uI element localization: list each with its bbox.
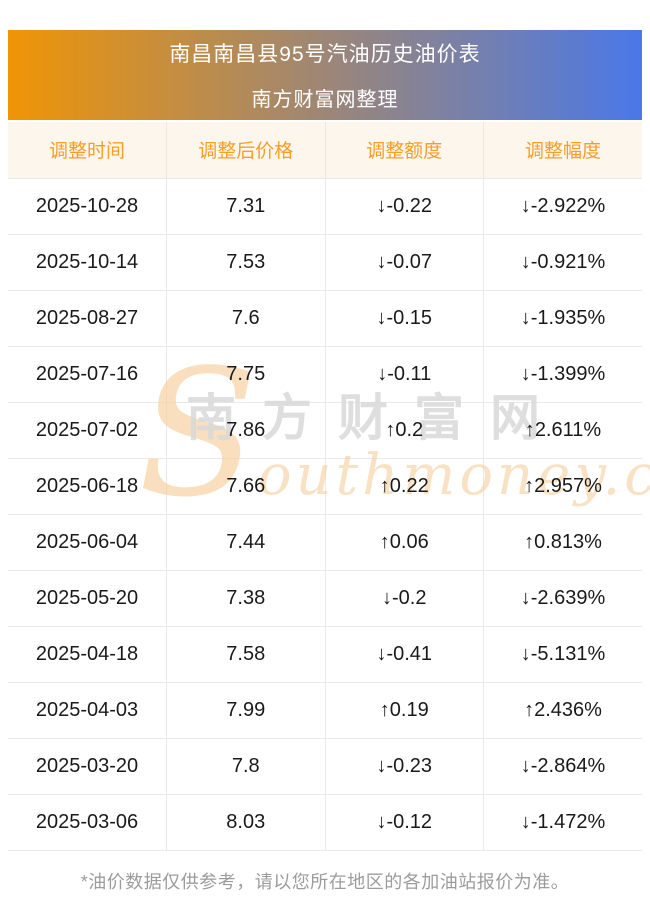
column-header-change: 调整额度 [325, 122, 484, 179]
page-title: 南昌南昌县95号汽油历史油价表 [169, 43, 481, 66]
price-cell: 7.99 [166, 682, 326, 739]
change-pct-cell: ↓-1.472% [483, 794, 642, 851]
price-cell: 7.6 [166, 290, 326, 347]
table-row: 2025-10-14 7.53 ↓-0.07 ↓-0.921% [8, 234, 642, 291]
change-pct-cell: ↓-2.639% [483, 570, 642, 627]
price-cell: 8.03 [166, 794, 326, 851]
table-row: 2025-10-28 7.31 ↓-0.22 ↓-2.922% [8, 178, 642, 235]
change-pct-cell: ↓-1.399% [483, 346, 642, 403]
price-cell: 7.44 [166, 514, 326, 571]
price-cell: 7.66 [166, 458, 326, 515]
price-cell: 7.8 [166, 738, 326, 795]
date-cell: 2025-10-28 [8, 178, 167, 235]
date-cell: 2025-04-18 [8, 626, 167, 683]
change-cell: ↑0.19 [325, 682, 484, 739]
change-cell: ↓-0.11 [325, 346, 484, 403]
column-header-price: 调整后价格 [166, 122, 326, 179]
date-cell: 2025-07-16 [8, 346, 167, 403]
table-row: 2025-04-03 7.99 ↑0.19 ↑2.436% [8, 682, 642, 739]
price-cell: 7.53 [166, 234, 326, 291]
column-header-date: 调整时间 [8, 122, 167, 179]
change-cell: ↓-0.2 [325, 570, 484, 627]
price-cell: 7.75 [166, 346, 326, 403]
change-cell: ↓-0.15 [325, 290, 484, 347]
price-cell: 7.31 [166, 178, 326, 235]
table-row: 2025-07-02 7.86 ↑0.2 ↑2.611% [8, 402, 642, 459]
table-row: 2025-04-18 7.58 ↓-0.41 ↓-5.131% [8, 626, 642, 683]
date-cell: 2025-07-02 [8, 402, 167, 459]
change-pct-cell: ↑2.957% [483, 458, 642, 515]
date-cell: 2025-06-18 [8, 458, 167, 515]
table-row: 2025-05-20 7.38 ↓-0.2 ↓-2.639% [8, 570, 642, 627]
price-cell: 7.38 [166, 570, 326, 627]
date-cell: 2025-06-04 [8, 514, 167, 571]
date-cell: 2025-04-03 [8, 682, 167, 739]
price-cell: 7.86 [166, 402, 326, 459]
table-row: 2025-03-06 8.03 ↓-0.12 ↓-1.472% [8, 794, 642, 851]
table-row: 2025-06-04 7.44 ↑0.06 ↑0.813% [8, 514, 642, 571]
date-cell: 2025-03-20 [8, 738, 167, 795]
change-pct-cell: ↓-5.131% [483, 626, 642, 683]
table-row: 2025-06-18 7.66 ↑0.22 ↑2.957% [8, 458, 642, 515]
change-cell: ↓-0.22 [325, 178, 484, 235]
page-subtitle: 南方财富网整理 [251, 89, 399, 111]
title-banner: 南昌南昌县95号汽油历史油价表 南方财富网整理 [8, 30, 642, 120]
date-cell: 2025-05-20 [8, 570, 167, 627]
change-cell: ↓-0.07 [325, 234, 484, 291]
change-pct-cell: ↑0.813% [483, 514, 642, 571]
disclaimer-note: *油价数据仅供参考，请以您所在地区的各加油站报价为准。 [80, 872, 570, 892]
table-row: 2025-08-27 7.6 ↓-0.15 ↓-1.935% [8, 290, 642, 347]
table-header-row: 调整时间 调整后价格 调整额度 调整幅度 [8, 122, 642, 179]
change-cell: ↑0.22 [325, 458, 484, 515]
change-pct-cell: ↑2.611% [483, 402, 642, 459]
table-row: 2025-07-16 7.75 ↓-0.11 ↓-1.399% [8, 346, 642, 403]
change-cell: ↓-0.41 [325, 626, 484, 683]
column-header-change-pct: 调整幅度 [483, 122, 642, 179]
change-pct-cell: ↓-2.922% [483, 178, 642, 235]
change-cell: ↓-0.12 [325, 794, 484, 851]
price-cell: 7.58 [166, 626, 326, 683]
change-pct-cell: ↓-1.935% [483, 290, 642, 347]
change-pct-cell: ↑2.436% [483, 682, 642, 739]
change-cell: ↑0.2 [325, 402, 484, 459]
date-cell: 2025-10-14 [8, 234, 167, 291]
table-row: 2025-03-20 7.8 ↓-0.23 ↓-2.864% [8, 738, 642, 795]
change-cell: ↓-0.23 [325, 738, 484, 795]
change-pct-cell: ↓-0.921% [483, 234, 642, 291]
oil-price-table: 调整时间 调整后价格 调整额度 调整幅度 2025-10-28 7.31 ↓-0… [8, 122, 642, 851]
change-cell: ↑0.06 [325, 514, 484, 571]
date-cell: 2025-03-06 [8, 794, 167, 851]
change-pct-cell: ↓-2.864% [483, 738, 642, 795]
date-cell: 2025-08-27 [8, 290, 167, 347]
